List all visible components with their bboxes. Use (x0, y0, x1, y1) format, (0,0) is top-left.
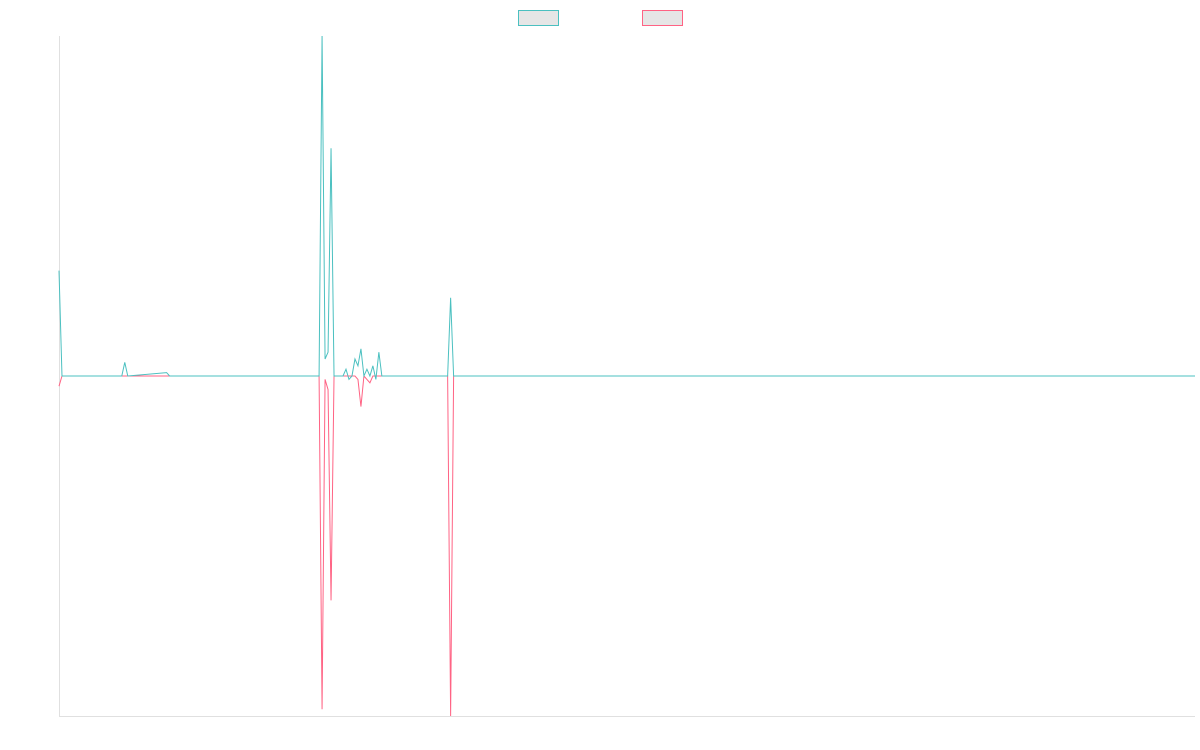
legend-swatch (642, 10, 683, 26)
series-line (58, 374, 1195, 717)
legend-swatch (518, 10, 559, 26)
series-line (58, 35, 1195, 381)
